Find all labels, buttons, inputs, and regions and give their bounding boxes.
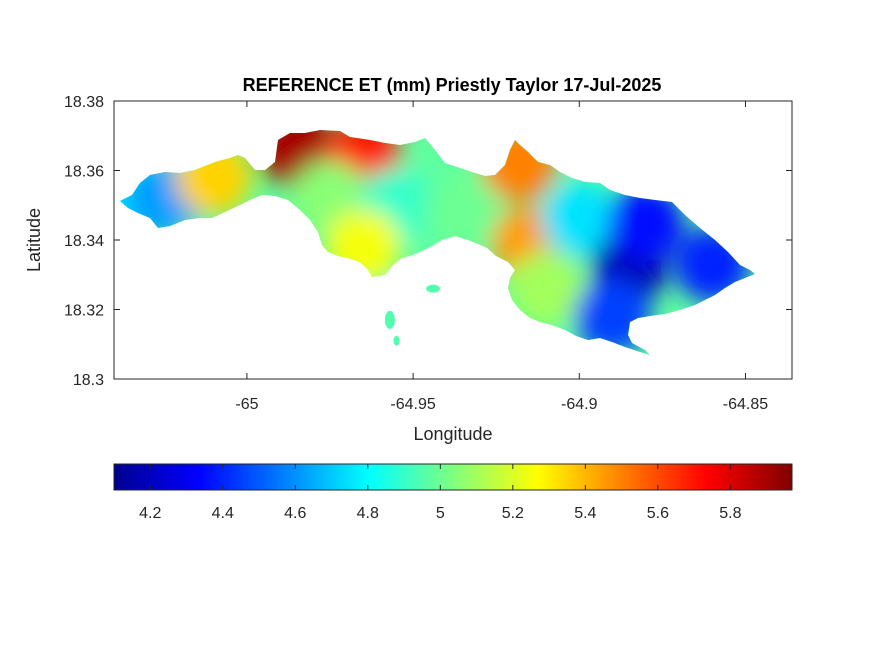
colorbar-tick-label: 5.6: [647, 505, 669, 522]
x-tick-label: -64.95: [390, 396, 435, 413]
heat-region-southwest-of-east: [508, 250, 585, 327]
x-tick-label: -65: [235, 396, 258, 413]
x-tick-label: -64.85: [723, 396, 768, 413]
y-tick-label: 18.36: [64, 164, 104, 181]
islet-2: [426, 284, 441, 293]
colorbar-tick-label: 5.4: [574, 505, 596, 522]
islet-1: [384, 310, 395, 329]
islets: [384, 284, 441, 346]
colorbar-tick-label: 5: [436, 505, 445, 522]
colorbar-tick-label: 5.2: [502, 505, 524, 522]
islet-3: [393, 335, 400, 346]
heat-region-central-east: [424, 174, 501, 251]
colorbar-tick-label: 5.8: [719, 505, 741, 522]
heat-region-east-northeast: [607, 184, 684, 261]
y-tick-label: 18.32: [64, 303, 104, 320]
x-tick-label: -64.9: [561, 396, 598, 413]
colorbar-tick-label: 4.4: [212, 505, 234, 522]
colorbar-ticks: 4.2 4.4 4.6 4.8 5 5.2 5.4 5.6 5.8: [139, 464, 742, 522]
y-axis-label: Latitude: [24, 208, 44, 272]
colorbar-tick-label: 4.2: [139, 505, 161, 522]
colorbar: [113, 463, 793, 491]
heat-region-east-transition: [541, 181, 618, 258]
y-axis: 18.3 18.32 18.34 18.36 18.38: [64, 94, 792, 389]
colorbar-tick-label: 4.6: [284, 505, 306, 522]
chart-title: REFERENCE ET (mm) Priestly Taylor 17-Jul…: [243, 75, 662, 95]
y-tick-label: 18.34: [64, 233, 104, 250]
y-tick-label: 18.3: [73, 372, 104, 389]
y-tick-label: 18.38: [64, 94, 104, 111]
x-axis-label: Longitude: [413, 424, 492, 444]
x-axis: -65 -64.95 -64.9 -64.85: [235, 101, 768, 413]
colorbar-tick-label: 4.8: [357, 505, 379, 522]
